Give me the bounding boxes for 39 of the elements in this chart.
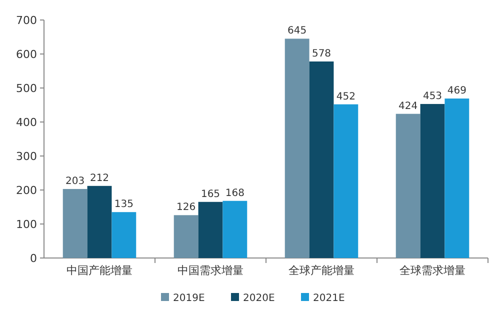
data-label: 135 — [114, 199, 134, 210]
bar — [222, 200, 248, 258]
bar — [198, 202, 223, 258]
bar — [396, 114, 420, 258]
bar — [112, 212, 136, 258]
bar — [87, 186, 112, 258]
data-label: 168 — [225, 188, 244, 199]
y-tick-label: 300 — [16, 150, 37, 163]
data-label: 578 — [312, 48, 332, 60]
data-label: 203 — [66, 176, 85, 187]
legend-label: 2020E — [243, 293, 275, 304]
y-tick-label: 500 — [16, 82, 37, 95]
data-label: 424 — [398, 100, 418, 112]
bar — [174, 215, 198, 258]
data-label: 645 — [288, 26, 307, 37]
y-tick-label: 200 — [16, 184, 37, 197]
bar — [334, 104, 358, 258]
data-label: 452 — [336, 91, 356, 102]
bar — [309, 61, 334, 258]
data-label: 126 — [176, 202, 196, 214]
y-tick-label: 400 — [16, 116, 37, 129]
legend-label: 2021E — [313, 293, 345, 304]
x-tick-label: 全球需求增量 — [400, 264, 466, 277]
y-tick-label: 600 — [16, 48, 37, 61]
bar — [284, 38, 310, 258]
y-tick-label: 700 — [16, 14, 37, 27]
data-label: 212 — [90, 172, 110, 184]
legend-label: 2019E — [173, 293, 205, 304]
x-tick-label: 全球产能增量 — [288, 264, 354, 277]
bar — [62, 188, 88, 258]
bar — [420, 104, 445, 258]
y-tick-label: 0 — [30, 252, 37, 265]
data-label: 469 — [447, 86, 466, 97]
data-label: 165 — [200, 188, 220, 200]
data-label: 453 — [422, 90, 442, 102]
x-tick-label: 中国产能增量 — [66, 264, 132, 277]
bar — [444, 98, 470, 258]
y-tick-label: 100 — [16, 218, 37, 231]
x-tick-label: 中国需求增量 — [178, 264, 244, 277]
